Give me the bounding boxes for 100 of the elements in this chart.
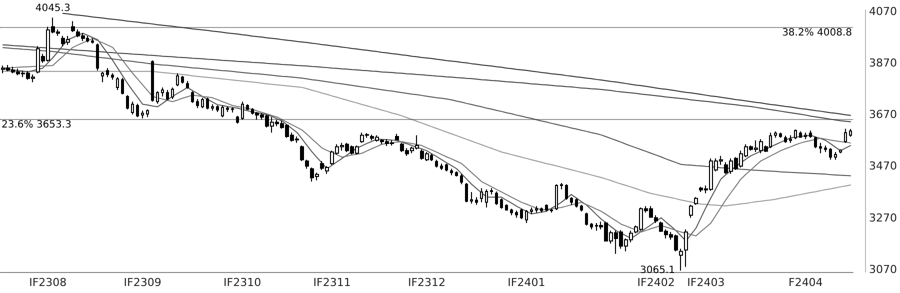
x-tick-label: IF2310 [224,276,262,289]
candlestick [560,182,563,190]
candlestick [475,196,478,206]
candlestick [515,210,518,218]
y-tick-label: 3670 [869,108,898,122]
candlestick [540,206,543,214]
x-tick-label: IF2402 [637,276,675,289]
candlestick [211,104,214,112]
candlestick [96,43,99,72]
candlestick [236,115,239,124]
y-tick-label: 3470 [869,160,898,173]
candlestick [161,86,164,97]
candlestick [829,148,832,160]
candlestick [794,129,797,140]
candlestick [849,128,852,138]
candlestick [684,228,688,268]
candlestick [126,94,129,110]
candlestick [545,204,548,212]
candlestick [71,20,75,32]
candlestick [111,72,114,80]
x-tick-label: F2404 [788,276,823,289]
candlestick [530,206,533,214]
candlestick [231,106,234,113]
candlestick [300,145,304,162]
candlestick [101,71,104,83]
candlestick [116,76,119,91]
candlestick [844,128,847,144]
candlestick [445,163,448,172]
candlestick [814,136,817,149]
candlestick [221,105,224,118]
annotation: 4045.3 [35,3,70,14]
candlestick [241,101,244,120]
candlestick [106,68,109,78]
candlestick [216,105,219,112]
candlestick [141,110,144,119]
candlestick [774,130,777,138]
candlestick [585,212,588,226]
y-tick-label: 3270 [869,211,898,224]
candlestick [460,173,463,185]
x-tick-label: IF2403 [687,276,725,289]
candlestick [470,191,473,204]
candlestick [131,101,134,116]
candlestick [809,130,812,138]
candlestick [151,60,154,102]
candlestick [779,132,782,138]
candlestick [535,206,538,214]
candlestick [246,104,249,110]
candlestick [480,188,483,203]
candlestick [305,159,309,170]
candlestick [490,188,493,196]
candlestick [465,182,468,203]
candlestick [839,148,842,154]
candlestick [181,75,184,84]
y-tick-label: 4070 [869,4,898,18]
candlestick [485,188,488,208]
candlestick [191,90,194,104]
candlestick [694,196,698,206]
candlestick [226,106,229,112]
candlestick [136,103,139,118]
candlestick [520,208,523,220]
candlestick [435,159,438,168]
candlestick [186,80,189,90]
candlestick [555,184,558,211]
candlestick [590,222,593,230]
candlestick [196,98,199,109]
candlestick [679,248,683,272]
x-tick-label: IF2309 [124,276,162,289]
candlestick [510,208,513,216]
candlestick [784,135,787,144]
y-tick-label: 3870 [869,56,898,70]
candlestick [834,151,837,160]
candlestick [166,90,169,101]
annotation: 3065.1 [640,265,676,276]
candlestick [689,204,693,218]
candlestick [146,108,149,118]
candlestick [156,90,159,104]
candlestick [789,134,792,144]
candlestick [565,184,568,200]
ref-line-label: 23.6% 3653.3 [1,119,72,130]
candlestick [819,142,822,154]
candlestick [505,204,508,212]
x-tick-label: IF2311 [313,276,351,289]
candlestick [440,163,443,171]
candlestick [206,97,209,110]
candlestick [525,210,528,224]
candlestick [171,86,174,100]
candlestick [450,168,453,176]
candlestick [455,170,458,177]
candlestick [580,204,583,212]
candlestick [550,208,553,214]
candlestick [570,196,573,206]
candlestick [799,130,802,138]
candlestick [495,190,498,206]
candlestick [176,72,179,87]
candlestick [395,133,399,141]
candlestick [824,145,827,152]
candlestick [91,38,94,44]
candlestick [575,198,578,208]
ref-line-label: 38.2% 4008.8 [782,28,852,39]
candlestick [500,198,503,210]
